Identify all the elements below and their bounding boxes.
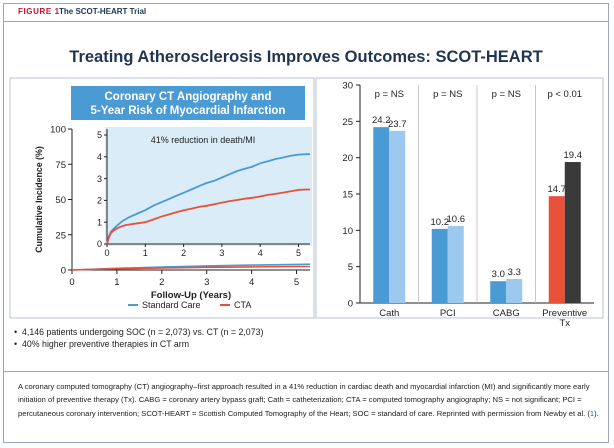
bar-category-label-1: PCI xyxy=(440,308,456,319)
km-x-tick-label: 0 xyxy=(69,277,74,288)
bar-y-tick-label: 0 xyxy=(348,299,353,310)
inset-annotation: 41% reduction in death/MI xyxy=(151,135,256,145)
km-x-tick-label: 4 xyxy=(249,277,254,288)
figure-name: The SCOT-HEART Trial xyxy=(59,7,147,16)
bar-category-label-3: Preventive xyxy=(542,308,587,319)
right-panel-border xyxy=(315,77,604,319)
inset-x-tick-label: 3 xyxy=(219,248,224,258)
inset-y-tick-label: 3 xyxy=(97,174,102,184)
caption-divider xyxy=(4,371,608,372)
km-banner-line-1: Coronary CT Angiography and xyxy=(105,91,272,103)
bar-pci-standard-care xyxy=(431,228,448,303)
bar-data-label: 24.2 xyxy=(372,115,391,126)
km-x-tick-label: 5 xyxy=(294,277,299,288)
bar-y-tick-label: 20 xyxy=(342,153,353,164)
bar-category-label-0: Cath xyxy=(379,308,399,319)
bar-pvalue-3: p < 0.01 xyxy=(547,89,582,100)
km-x-tick-label: 2 xyxy=(159,277,164,288)
bar-y-tick-label: 10 xyxy=(342,226,353,237)
bar-data-label: 10.6 xyxy=(447,214,466,225)
bar-category-label-2: CABG xyxy=(493,308,520,319)
inset-y-tick-label: 2 xyxy=(97,196,102,206)
inset-y-tick-label: 1 xyxy=(97,217,102,227)
bar-data-label: 23.7 xyxy=(388,119,407,130)
figure-caption: A coronary computed tomography (CT) angi… xyxy=(18,380,602,420)
bullet-dot: • xyxy=(14,339,17,349)
km-line-cta xyxy=(71,265,310,271)
caption-text: A coronary computed tomography (CT) angi… xyxy=(18,382,590,418)
inset-x-tick-label: 4 xyxy=(258,248,263,258)
km-banner xyxy=(71,86,305,120)
bullet-text: 40% higher preventive therapies in CT ar… xyxy=(22,339,189,349)
km-y-tick-label: 75 xyxy=(55,160,66,171)
bar-y-tick-label: 25 xyxy=(342,117,353,128)
bar-preventive-tx-cta xyxy=(564,162,581,303)
legend-label-cta: CTA xyxy=(234,300,251,310)
bar-data-label: 3.0 xyxy=(492,269,505,280)
bar-pvalue-0: p = NS xyxy=(375,89,404,100)
caption-tail: ). xyxy=(594,408,599,418)
bar-y-tick-label: 30 xyxy=(342,81,353,92)
km-x-tick-label: 1 xyxy=(114,277,119,288)
bullet-dot: • xyxy=(14,327,17,337)
inset-x-tick-label: 2 xyxy=(181,248,186,258)
inset-x-tick-label: 5 xyxy=(296,248,301,258)
bar-cabg-cta xyxy=(506,279,523,303)
inset-y-tick-label: 4 xyxy=(97,152,102,162)
bar-cath-standard-care xyxy=(373,127,390,303)
bar-pvalue-2: p = NS xyxy=(492,89,521,100)
km-y-tick-label: 25 xyxy=(55,230,66,241)
km-y-tick-label: 0 xyxy=(61,266,66,277)
bar-data-label: 3.3 xyxy=(508,267,521,278)
bar-y-tick-label: 15 xyxy=(342,190,353,201)
km-x-axis-label: Follow-Up (Years) xyxy=(151,290,231,301)
bar-category-label-3: Tx xyxy=(559,318,570,329)
chart-area: Coronary CT Angiography and 5-Year Risk o… xyxy=(9,77,604,349)
bar-preventive-tx-standard-care xyxy=(548,196,565,303)
inset-line-standard-care xyxy=(106,153,310,245)
bar-y-tick-label: 5 xyxy=(348,262,353,273)
inset-line-cta xyxy=(106,188,310,245)
bar-cath-cta xyxy=(389,130,406,303)
inset-y-tick-label: 5 xyxy=(97,130,102,140)
km-y-tick-label: 50 xyxy=(55,195,66,206)
bar-data-label: 14.7 xyxy=(548,184,567,195)
km-y-tick-label: 100 xyxy=(50,125,66,136)
inset-background xyxy=(105,127,312,246)
figure-frame: FIGURE 1 The SCOT-HEART Trial Treating A… xyxy=(3,3,609,443)
bullet-text: 4,146 patients undergoing SOC (n = 2,073… xyxy=(22,327,263,337)
inset-x-tick-label: 0 xyxy=(104,248,109,258)
bar-pci-cta xyxy=(447,225,464,303)
caption-reference-link[interactable]: 1 xyxy=(589,408,595,418)
bar-cabg-standard-care xyxy=(490,281,507,303)
figure-number: FIGURE 1 xyxy=(18,7,60,16)
inset-y-tick-label: 0 xyxy=(97,239,102,249)
legend-label-standard-care: Standard Care xyxy=(142,300,201,310)
bar-pvalue-1: p = NS xyxy=(433,89,462,100)
km-x-tick-label: 3 xyxy=(204,277,209,288)
bar-data-label: 19.4 xyxy=(564,150,583,161)
bar-data-label: 10.2 xyxy=(431,217,450,228)
km-y-axis-label: Cumulative Incidence (%) xyxy=(34,146,44,253)
inset-x-tick-label: 1 xyxy=(143,248,148,258)
km-banner-line-2: 5-Year Risk of Myocardial Infarction xyxy=(91,105,286,117)
left-panel-border xyxy=(9,77,315,319)
figure-header: FIGURE 1 The SCOT-HEART Trial xyxy=(4,4,608,22)
figure-title: Treating Atherosclerosis Improves Outcom… xyxy=(69,48,543,66)
